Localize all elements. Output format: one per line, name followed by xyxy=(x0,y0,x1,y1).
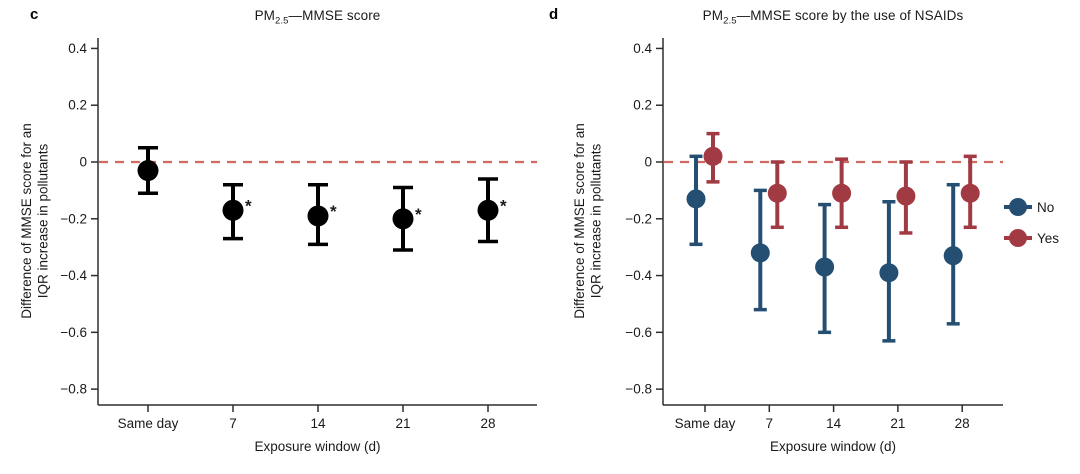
panel-d-title-prefix: PM xyxy=(702,8,724,23)
significance-asterisk: * xyxy=(415,205,422,224)
panel-d-plot: 0.4 0.2 0 −0.2 −0.4 −0.6 −0.8 Same day 7 14 21 28 Ex… xyxy=(572,38,1059,454)
data-point xyxy=(222,199,244,221)
panel-c-title-subscript: 2.5 xyxy=(275,15,289,27)
x-tick-label: 7 xyxy=(766,416,774,431)
x-tick-label: 21 xyxy=(890,416,905,431)
data-point xyxy=(703,146,723,166)
panel-c-title-prefix: PM xyxy=(254,8,276,23)
data-point xyxy=(943,246,963,266)
y-tick-label: −0.6 xyxy=(60,325,87,340)
y-tick-label: 0.2 xyxy=(68,98,87,113)
panel-c-title: PM2.5—MMSE score xyxy=(98,8,537,27)
y-tick-label: 0 xyxy=(644,155,652,170)
panel-letter-d: d xyxy=(549,6,559,23)
x-axis-title: Exposure window (d) xyxy=(770,439,896,454)
y-tick-label: −0.4 xyxy=(625,268,652,283)
y-tick-label: −0.8 xyxy=(60,382,87,397)
panel-d-title-subscript: 2.5 xyxy=(723,15,737,27)
legend-label: No xyxy=(1037,200,1054,215)
significance-asterisk: * xyxy=(500,196,507,215)
y-tick-label: −0.4 xyxy=(60,268,87,283)
x-tick-label: 7 xyxy=(229,416,237,431)
x-tick-label: Same day xyxy=(118,416,179,431)
y-axis-title: Difference of MMSE score for an IQR incre… xyxy=(572,123,604,319)
x-tick-label: 28 xyxy=(955,416,970,431)
legend-marker xyxy=(1009,198,1027,216)
legend-marker xyxy=(1009,229,1027,247)
data-point xyxy=(392,208,414,230)
data-point xyxy=(896,186,916,206)
significance-asterisk: * xyxy=(330,202,337,221)
y-tick-label: 0.4 xyxy=(633,41,652,56)
y-tick-label: −0.8 xyxy=(625,382,652,397)
data-point xyxy=(832,183,852,203)
y-tick-label: −0.2 xyxy=(625,211,652,226)
y-tick-label: 0.2 xyxy=(633,98,652,113)
y-axis-title: Difference of MMSE score for an IQR incre… xyxy=(19,123,51,319)
x-tick-label: 14 xyxy=(826,416,842,431)
panel-d: d PM2.5—MMSE score by the use of NSAIDs … xyxy=(540,0,1080,474)
panel-d-title-rest: —MMSE score by the use of NSAIDs xyxy=(736,8,964,23)
x-tick-label: 28 xyxy=(480,416,495,431)
panel-d-title: PM2.5—MMSE score by the use of NSAIDs xyxy=(663,8,1003,27)
x-tick-label: 21 xyxy=(395,416,410,431)
y-tick-label: 0.4 xyxy=(68,41,87,56)
y-tick-label: 0 xyxy=(79,155,87,170)
significance-asterisk: * xyxy=(245,196,252,215)
x-tick-label: Same day xyxy=(675,416,736,431)
x-axis-title: Exposure window (d) xyxy=(254,439,380,454)
data-point xyxy=(750,243,770,263)
data-point xyxy=(767,183,787,203)
legend-label: Yes xyxy=(1037,231,1059,246)
data-point xyxy=(815,257,835,277)
data-point xyxy=(307,205,329,227)
panel-c-plot: 0.4 0.2 0 −0.2 −0.4 −0.6 −0.8 Same day 7 14 21 28 Ex… xyxy=(19,38,537,454)
panel-c: c PM2.5—MMSE score 0.4 0.2 0 −0.2 −0.4 −0.6 −0… xyxy=(19,6,537,454)
data-point xyxy=(137,160,159,182)
panel-c-title-rest: —MMSE score xyxy=(288,8,381,23)
y-tick-label: −0.6 xyxy=(625,325,652,340)
data-point xyxy=(477,199,499,221)
data-point xyxy=(960,183,980,203)
panel-letter-c: c xyxy=(30,6,39,23)
data-point xyxy=(879,263,899,283)
x-tick-label: 14 xyxy=(310,416,326,431)
data-point xyxy=(686,189,706,209)
y-tick-label: −0.2 xyxy=(60,211,87,226)
